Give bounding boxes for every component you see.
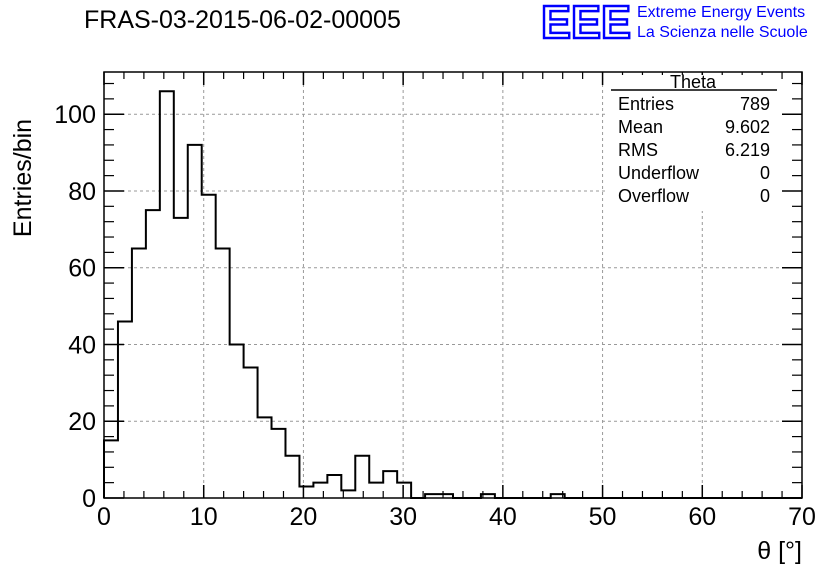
y-tick-label: 20 xyxy=(68,408,96,436)
x-tick-label: 60 xyxy=(688,503,716,531)
y-tick-label: 0 xyxy=(82,485,96,513)
stats-title: Theta xyxy=(670,72,717,92)
stats-label: Overflow xyxy=(618,186,690,206)
stats-value: 9.602 xyxy=(725,117,770,137)
stats-box: Theta Entries 789 Mean 9.602 RMS 6.219 U… xyxy=(607,72,779,211)
x-axis-label: θ [°] xyxy=(757,537,802,565)
logo-line-1: Extreme Energy Events xyxy=(637,4,806,21)
stats-label: Entries xyxy=(618,94,674,114)
tick-labels: 0 10 20 30 40 50 60 70 0 20 40 60 80 100 xyxy=(54,101,816,531)
page-title: FRAS-03-2015-06-02-00005 xyxy=(84,6,401,34)
stats-value: 0 xyxy=(760,186,770,206)
x-tick-label: 0 xyxy=(97,503,111,531)
y-axis-label: Entries/bin xyxy=(9,119,37,237)
stats-value: 0 xyxy=(760,163,770,183)
logo-caption: Extreme Energy Events La Scienza nelle S… xyxy=(637,3,808,43)
stats-label: RMS xyxy=(618,140,658,160)
x-tick-label: 50 xyxy=(589,503,617,531)
y-tick-label: 60 xyxy=(68,255,96,283)
stats-label: Underflow xyxy=(618,163,700,183)
y-tick-label: 100 xyxy=(54,101,96,129)
x-tick-label: 20 xyxy=(290,503,318,531)
y-tick-label: 80 xyxy=(68,178,96,206)
x-tick-label: 70 xyxy=(788,503,816,531)
histogram-line xyxy=(103,90,802,499)
x-tick-label: 40 xyxy=(489,503,517,531)
stats-value: 6.219 xyxy=(725,140,770,160)
y-tick-label: 40 xyxy=(68,331,96,359)
grid-lines xyxy=(104,72,802,498)
logo-line-2: La Scienza nelle Scuole xyxy=(637,24,808,41)
stats-label: Mean xyxy=(618,117,663,137)
stats-value: 789 xyxy=(740,94,770,114)
eee-logo: EEE xyxy=(541,0,631,48)
x-tick-label: 10 xyxy=(190,503,218,531)
x-tick-label: 30 xyxy=(389,503,417,531)
